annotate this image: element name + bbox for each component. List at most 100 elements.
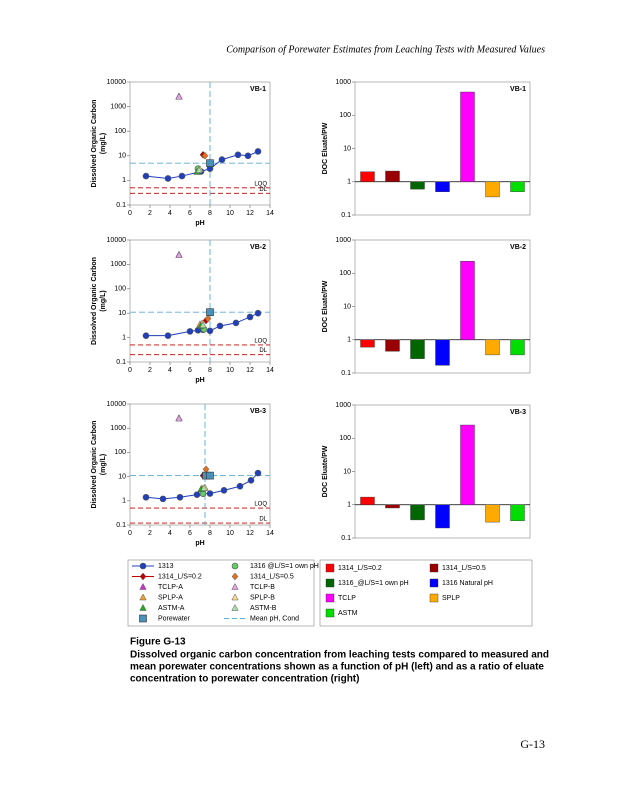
- header: Comparison of Porewater Estimates from L…: [226, 44, 545, 55]
- y-tick-label: 0.1: [116, 359, 126, 366]
- y-tick-label: 100: [339, 270, 351, 277]
- legend-swatch: [325, 593, 335, 603]
- y-axis-label: (mg/L): [100, 454, 107, 475]
- legend-label: 1313: [158, 563, 174, 570]
- y-tick-label: 100: [114, 286, 126, 293]
- legend-marker: [231, 603, 239, 611]
- bar: [385, 339, 400, 352]
- y-axis-label: DOC Eluate/PW: [322, 445, 329, 497]
- bar: [510, 504, 525, 521]
- plot-frame: [129, 239, 271, 363]
- y-tick-label: 0.1: [341, 535, 351, 542]
- legend-label: TCLP: [338, 595, 356, 602]
- x-tick-label: 14: [266, 530, 274, 537]
- legend-label: 1314_L/S=0.2: [158, 573, 202, 580]
- x-tick-label: 4: [168, 367, 172, 374]
- x-tick-label: 8: [208, 210, 212, 217]
- marker: [254, 469, 262, 477]
- bar: [385, 504, 400, 509]
- marker: [178, 172, 186, 180]
- marker: [200, 484, 208, 492]
- legend-marker: [139, 603, 147, 611]
- x-tick-label: 6: [188, 530, 192, 537]
- x-tick-label: 12: [246, 210, 254, 217]
- legend-label: SPLP: [442, 595, 460, 602]
- marker: [175, 414, 183, 422]
- bar: [460, 424, 475, 505]
- legend-label: 1314_L/S=0.5: [250, 573, 294, 580]
- panel-label: VB-2: [510, 244, 526, 251]
- legend-box: [127, 559, 315, 627]
- marker: [247, 477, 255, 484]
- marker: [201, 151, 209, 160]
- y-tick-label: 0.1: [116, 202, 126, 209]
- reference-label: LOQ: [254, 181, 267, 187]
- marker: [206, 327, 214, 335]
- page-number: G-13: [520, 737, 545, 751]
- y-tick-label: 1000: [335, 402, 351, 409]
- x-axis-label: pH: [195, 377, 204, 384]
- y-tick-label: 100: [339, 112, 351, 119]
- legend-marker: [139, 572, 147, 581]
- marker: [176, 493, 184, 501]
- legend-label: TCLP-A: [158, 584, 183, 591]
- marker: [244, 152, 252, 160]
- legend-label: Porewater: [158, 615, 191, 622]
- marker: [142, 172, 150, 180]
- legend-label: 1314_L/S=0.2: [338, 565, 382, 572]
- legend-label: Mean pH, Cond: [250, 615, 299, 622]
- y-tick-label: 1: [347, 502, 351, 509]
- legend-label: ASTM-A: [158, 605, 185, 612]
- panel-label: VB-3: [250, 408, 266, 415]
- y-axis-label: Dissolved Organic Carbon: [91, 421, 98, 509]
- series-line: [145, 472, 259, 500]
- legend-label: ASTM-B: [250, 605, 277, 612]
- marker: [206, 159, 214, 168]
- bar: [410, 181, 425, 190]
- bar: [410, 339, 425, 359]
- reference-label: DL: [259, 348, 267, 354]
- plot-frame: [354, 81, 531, 216]
- y-tick-label: 1: [122, 177, 126, 184]
- y-tick-label: 1: [347, 179, 351, 186]
- legend-marker: [139, 593, 147, 601]
- panel-label: VB-1: [250, 86, 266, 93]
- legend-box: [319, 559, 533, 627]
- marker: [206, 490, 214, 497]
- y-tick-label: 10000: [107, 79, 127, 86]
- y-tick-label: 100: [114, 128, 126, 135]
- bar: [360, 171, 375, 182]
- x-tick-label: 0: [128, 530, 132, 537]
- legend-swatch: [325, 608, 335, 618]
- x-tick-label: 14: [266, 210, 274, 217]
- y-tick-label: 1000: [110, 103, 126, 110]
- marker: [206, 308, 214, 316]
- y-tick-label: 1000: [110, 425, 126, 432]
- marker: [218, 156, 226, 163]
- marker: [246, 313, 254, 321]
- x-tick-label: 10: [226, 530, 234, 537]
- y-tick-label: 10000: [107, 401, 127, 408]
- bar: [435, 504, 450, 529]
- y-tick-label: 10: [118, 310, 126, 317]
- bar: [485, 504, 500, 523]
- y-tick-label: 100: [114, 449, 126, 456]
- legend-label: 1316_@L/S=1 own pH: [338, 580, 409, 587]
- marker: [220, 487, 228, 494]
- bar: [485, 339, 500, 356]
- y-axis-label: (mg/L): [100, 133, 107, 154]
- legend-marker: [231, 572, 239, 581]
- bar: [460, 261, 475, 340]
- y-tick-label: 10: [343, 145, 351, 152]
- legend-marker: [139, 614, 147, 623]
- caption-line: concentration to porewater concentration…: [130, 674, 359, 685]
- y-axis-label: DOC Eluate/PW: [322, 122, 329, 174]
- marker: [234, 151, 242, 159]
- y-axis-label: Dissolved Organic Carbon: [91, 257, 98, 345]
- y-axis-label: DOC Eluate/PW: [322, 280, 329, 332]
- marker: [164, 332, 172, 339]
- y-axis-label: (mg/L): [100, 290, 107, 311]
- reference-label: LOQ: [254, 339, 267, 345]
- x-tick-label: 0: [128, 367, 132, 374]
